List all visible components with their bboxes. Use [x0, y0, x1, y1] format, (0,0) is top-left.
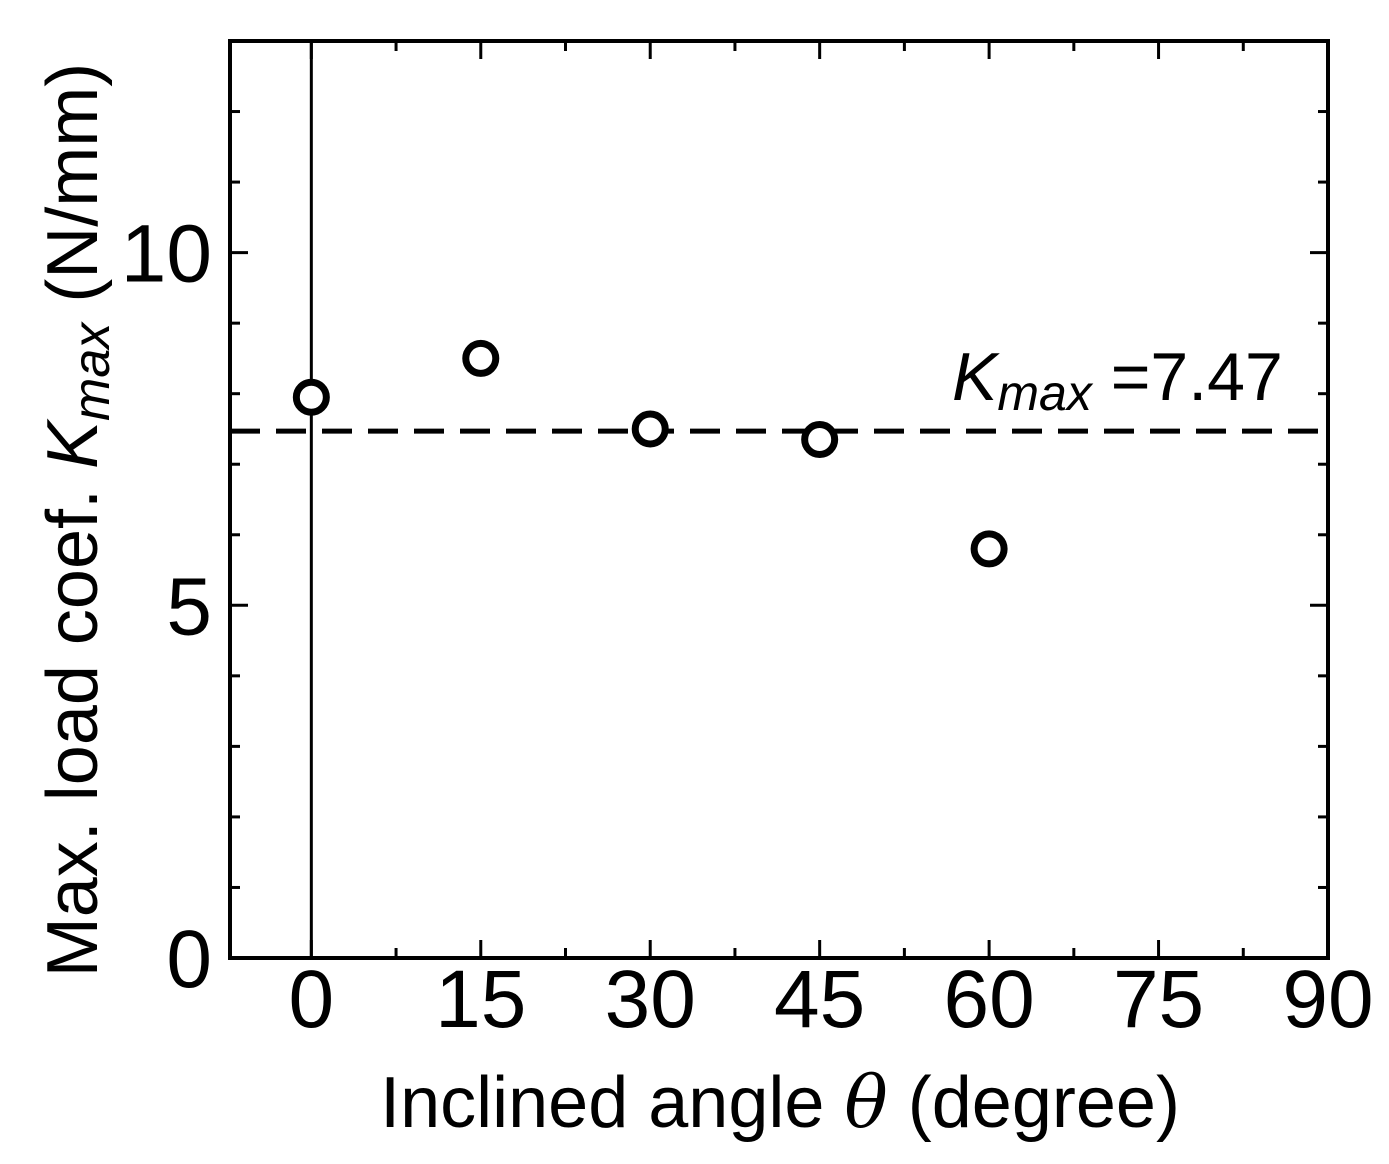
x-axis-symbol: θ	[844, 1060, 887, 1144]
y-axis-title-unit: (N/mm)	[33, 63, 113, 323]
y-axis-title-main: Max. load coef.	[33, 469, 113, 977]
x-axis-title-unit: (degree)	[888, 1063, 1180, 1143]
y-axis-title: Max. load coef. Kmax (N/mm)	[33, 63, 121, 977]
x-tick-label: 15	[435, 954, 526, 1045]
annotation-symbol: K	[952, 339, 1000, 415]
data-markers	[292, 339, 1008, 568]
x-tick-label: 0	[289, 954, 335, 1045]
data-point	[801, 421, 839, 459]
x-tick-label: 30	[605, 954, 696, 1045]
y-tick-label: 10	[121, 209, 212, 300]
annotation-value: =7.47	[1092, 339, 1283, 415]
y-tick-label: 0	[166, 914, 212, 1005]
x-tick-label: 45	[774, 954, 865, 1045]
data-point	[631, 410, 669, 448]
data-point	[970, 530, 1008, 568]
data-point	[462, 339, 500, 377]
data-point	[292, 378, 330, 416]
y-axis-symbol: K	[33, 418, 113, 469]
x-tick-label: 90	[1282, 954, 1373, 1045]
annotation-subscript: max	[997, 365, 1093, 421]
x-tick-label: 60	[944, 954, 1035, 1045]
x-tick-label: 75	[1113, 954, 1204, 1045]
x-axis-title: Inclined angle θ (degree)	[380, 1060, 1180, 1144]
y-axis-subscript: max	[63, 321, 121, 421]
y-tick-label: 5	[166, 561, 212, 652]
plot-frame	[228, 39, 1330, 960]
mean-annotation: Kmax =7.47	[952, 339, 1283, 421]
tick-labels: 0 15 30 45 60 75 90 0 5 10	[121, 209, 1374, 1045]
reference-lines	[230, 41, 1328, 958]
major-ticks	[230, 41, 1330, 960]
minor-ticks	[230, 39, 1328, 958]
x-axis-title-main: Inclined angle	[380, 1063, 844, 1143]
